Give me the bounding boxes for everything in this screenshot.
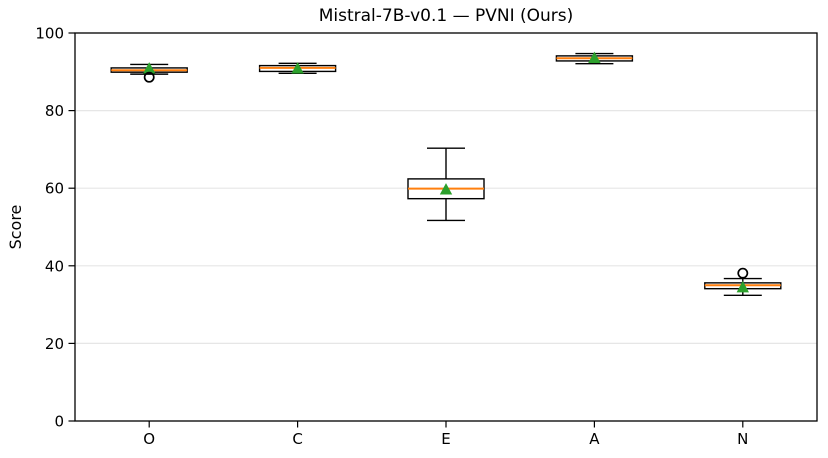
boxplot-A <box>555 51 634 65</box>
outlier-marker <box>737 267 749 279</box>
y-tick-label: 60 <box>45 180 64 198</box>
mean-triangle-marker <box>143 62 156 74</box>
y-axis-label: Score <box>6 205 25 250</box>
boxplot-N <box>704 267 782 296</box>
x-tick-label: N <box>737 430 748 448</box>
boxplot-C <box>258 62 337 75</box>
box-layer <box>110 51 782 296</box>
chart-title: Mistral-7B-v0.1 — PVNI (Ours) <box>319 6 574 26</box>
grid-layer <box>75 32 817 422</box>
y-tick-label: 40 <box>45 257 64 275</box>
axes-frame <box>74 32 818 422</box>
x-tick-label: A <box>589 430 600 448</box>
x-tick-label: C <box>292 430 302 448</box>
boxplot-O <box>110 62 188 83</box>
mean-triangle-marker <box>291 62 304 74</box>
mean-triangle-marker <box>439 183 453 195</box>
y-tick-label: 20 <box>45 335 64 353</box>
mean-triangle-marker <box>736 280 749 293</box>
x-tick-label: O <box>143 430 155 448</box>
boxplot-E <box>407 147 485 222</box>
outlier-marker <box>143 71 155 83</box>
mean-triangle-marker <box>588 51 601 64</box>
y-tick-label: 0 <box>54 413 64 431</box>
y-tick-label: 100 <box>35 25 64 43</box>
y-tick-label: 80 <box>45 102 64 120</box>
axis-layer: 0 20 40 60 80 100 O C E A N <box>35 25 818 448</box>
x-tick-label: E <box>441 430 450 448</box>
